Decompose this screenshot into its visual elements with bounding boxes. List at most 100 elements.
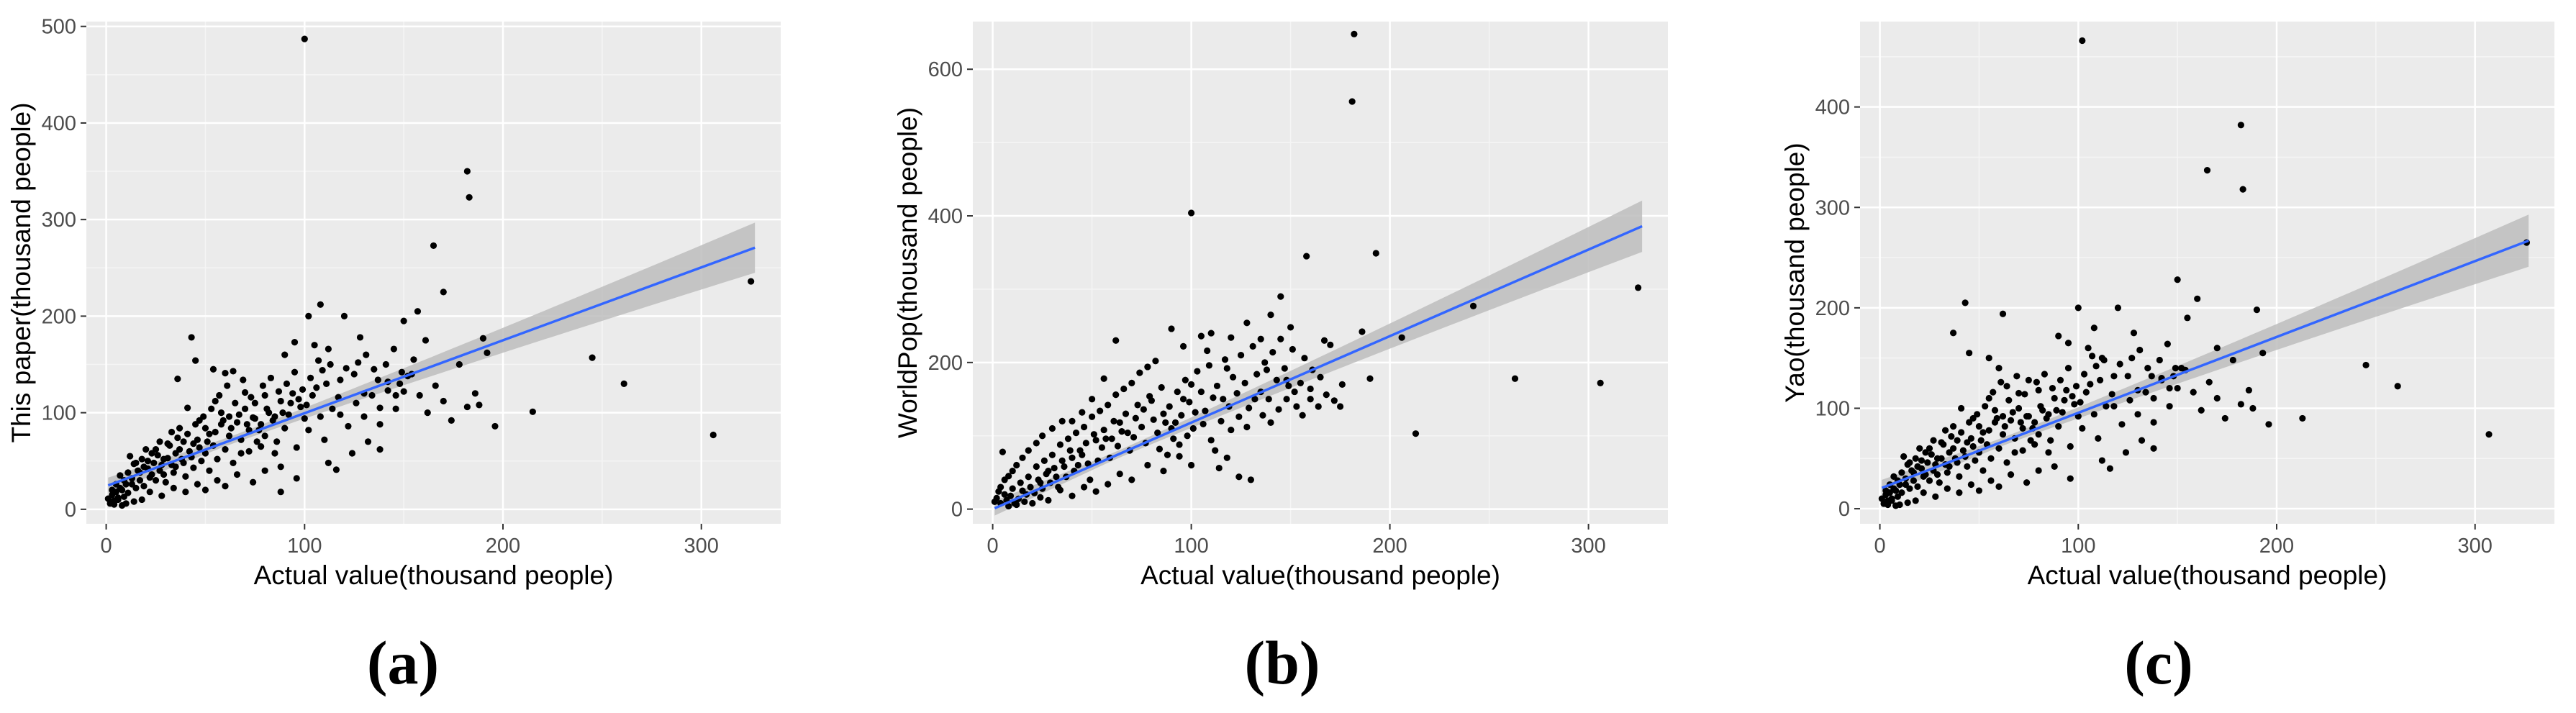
data-point: [152, 446, 160, 453]
data-point: [1979, 467, 1987, 474]
data-point: [463, 168, 471, 175]
data-point: [1102, 435, 1110, 442]
data-point: [1182, 376, 1189, 383]
data-point: [1289, 345, 1296, 353]
data-point: [1932, 493, 1939, 500]
data-point: [240, 376, 247, 383]
data-point: [340, 312, 348, 320]
data-point: [1221, 356, 1229, 363]
data-point: [1307, 396, 1314, 403]
data-point: [337, 411, 344, 418]
data-point: [1933, 455, 1941, 462]
data-point: [1009, 468, 1016, 475]
data-point: [277, 463, 284, 471]
data-point: [1995, 483, 2003, 490]
data-point: [1366, 375, 1374, 382]
data-point: [2011, 449, 2018, 456]
data-point: [243, 421, 250, 428]
data-point: [1110, 417, 1117, 424]
data-point: [198, 458, 205, 465]
data-point: [2053, 407, 2060, 414]
data-point: [1108, 435, 1115, 442]
data-point: [1323, 391, 1330, 399]
data-point: [1056, 486, 1064, 494]
data-point: [1179, 396, 1187, 403]
data-point: [261, 432, 268, 440]
data-point: [124, 469, 132, 476]
data-point: [2019, 447, 2026, 454]
data-point: [709, 431, 717, 439]
data-point: [222, 483, 229, 490]
data-point: [1241, 379, 1248, 386]
data-point: [271, 450, 278, 457]
data-point: [201, 450, 209, 457]
data-point: [1158, 383, 1165, 391]
data-point: [2035, 467, 2042, 474]
y-tick-label: 300: [1815, 196, 1850, 219]
data-point: [2007, 471, 2015, 478]
data-point: [1005, 502, 1012, 510]
data-point: [311, 342, 318, 349]
data-point: [1974, 411, 1981, 418]
data-point: [1134, 401, 1141, 409]
data-point: [1956, 473, 1963, 480]
data-point: [259, 382, 266, 389]
data-point: [309, 391, 316, 399]
data-point: [1243, 319, 1251, 327]
data-point: [1160, 468, 1167, 475]
data-point: [1964, 463, 1971, 471]
data-point: [2049, 384, 2056, 392]
data-point: [325, 459, 332, 467]
regression-line: [1881, 239, 2529, 489]
data-point: [2074, 304, 2082, 312]
data-point: [212, 397, 219, 405]
data-point: [1894, 493, 1901, 500]
data-point: [376, 404, 384, 412]
data-point: [1089, 396, 1096, 403]
data-point: [1025, 473, 1032, 481]
data-point: [2136, 346, 2144, 354]
data-point: [2097, 376, 2104, 383]
data-point: [1956, 489, 1963, 496]
data-point: [1112, 337, 1120, 344]
data-point: [1987, 477, 1995, 484]
data-point: [1967, 481, 1974, 489]
data-point: [1207, 330, 1215, 337]
data-point: [1171, 419, 1179, 426]
data-point: [2071, 401, 2078, 408]
data-point: [337, 376, 344, 383]
data-point: [1985, 355, 1992, 362]
data-point: [281, 351, 289, 358]
data-point: [1197, 332, 1205, 340]
data-point: [135, 467, 142, 474]
data-point: [1251, 396, 1258, 403]
data-point: [356, 334, 364, 341]
data-point: [1977, 437, 1985, 444]
data-point: [398, 368, 405, 376]
data-point: [2045, 449, 2052, 456]
data-point: [463, 403, 471, 411]
data-point: [1878, 495, 1885, 502]
data-point: [2166, 403, 2173, 410]
data-point: [1958, 404, 1965, 412]
data-point: [1176, 441, 1183, 448]
data-point: [1277, 293, 1284, 300]
data-point: [2138, 437, 2146, 444]
data-point: [2023, 479, 2031, 486]
data-point: [222, 446, 229, 453]
data-point: [1212, 447, 1219, 454]
data-point: [2190, 389, 2197, 396]
data-point: [1900, 453, 1908, 460]
data-point: [1025, 447, 1032, 454]
data-point: [225, 432, 233, 440]
data-point: [114, 496, 122, 504]
data-point: [2148, 373, 2155, 380]
data-point: [251, 399, 258, 407]
data-point: [400, 317, 407, 324]
data-point: [1013, 501, 1020, 509]
data-point: [748, 278, 755, 285]
data-point: [104, 495, 112, 502]
data-point: [172, 450, 179, 457]
data-point: [2118, 421, 2126, 428]
